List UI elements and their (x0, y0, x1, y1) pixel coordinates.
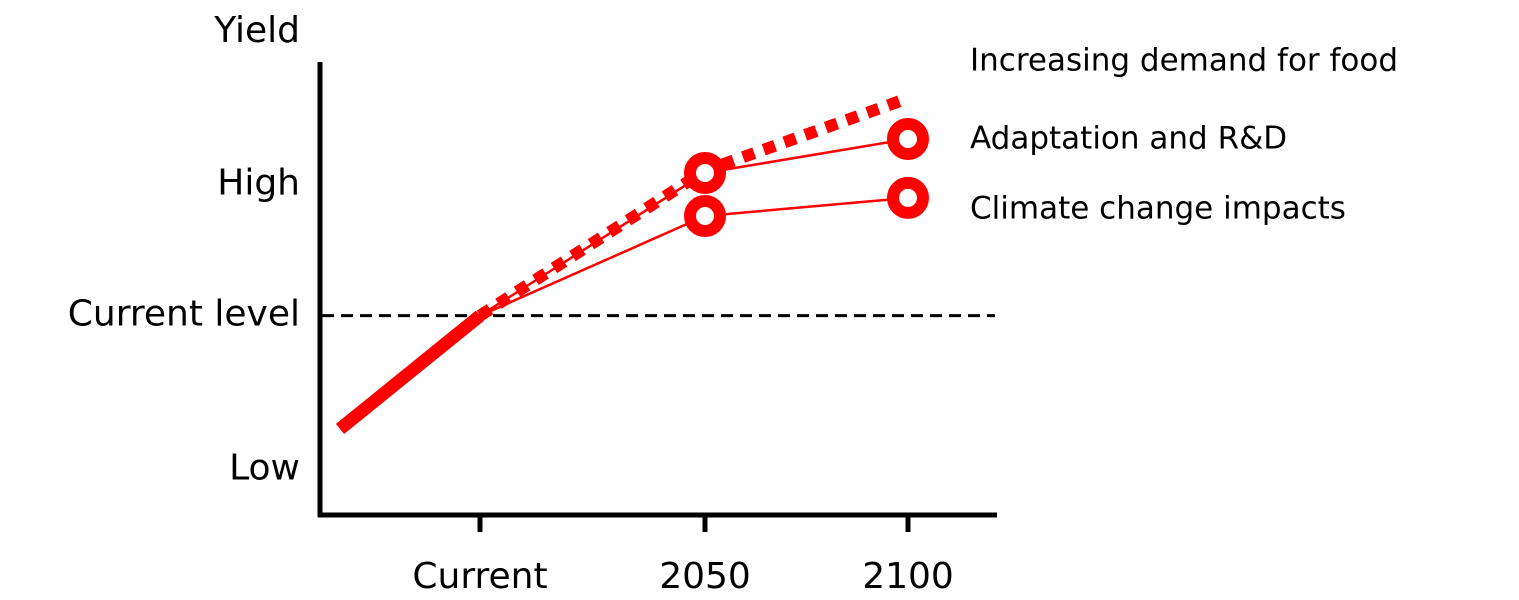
legend-label: Adaptation and R&D (970, 121, 1287, 157)
y-tick-label: Low (229, 448, 300, 489)
y-tick-label: High (217, 162, 300, 203)
marker (887, 118, 929, 161)
marker (684, 195, 726, 238)
marker (887, 176, 929, 219)
y-axis-title: Yield (213, 10, 300, 51)
x-tick-label: Current (412, 556, 547, 597)
legend-label: Increasing demand for food (970, 43, 1398, 79)
marker (684, 151, 726, 194)
x-tick-label: 2100 (862, 556, 954, 597)
y-tick-label: Current level (68, 294, 300, 335)
series-line (335, 310, 485, 434)
x-tick-label: 2050 (659, 556, 751, 597)
legend-label: Climate change impacts (970, 191, 1346, 227)
